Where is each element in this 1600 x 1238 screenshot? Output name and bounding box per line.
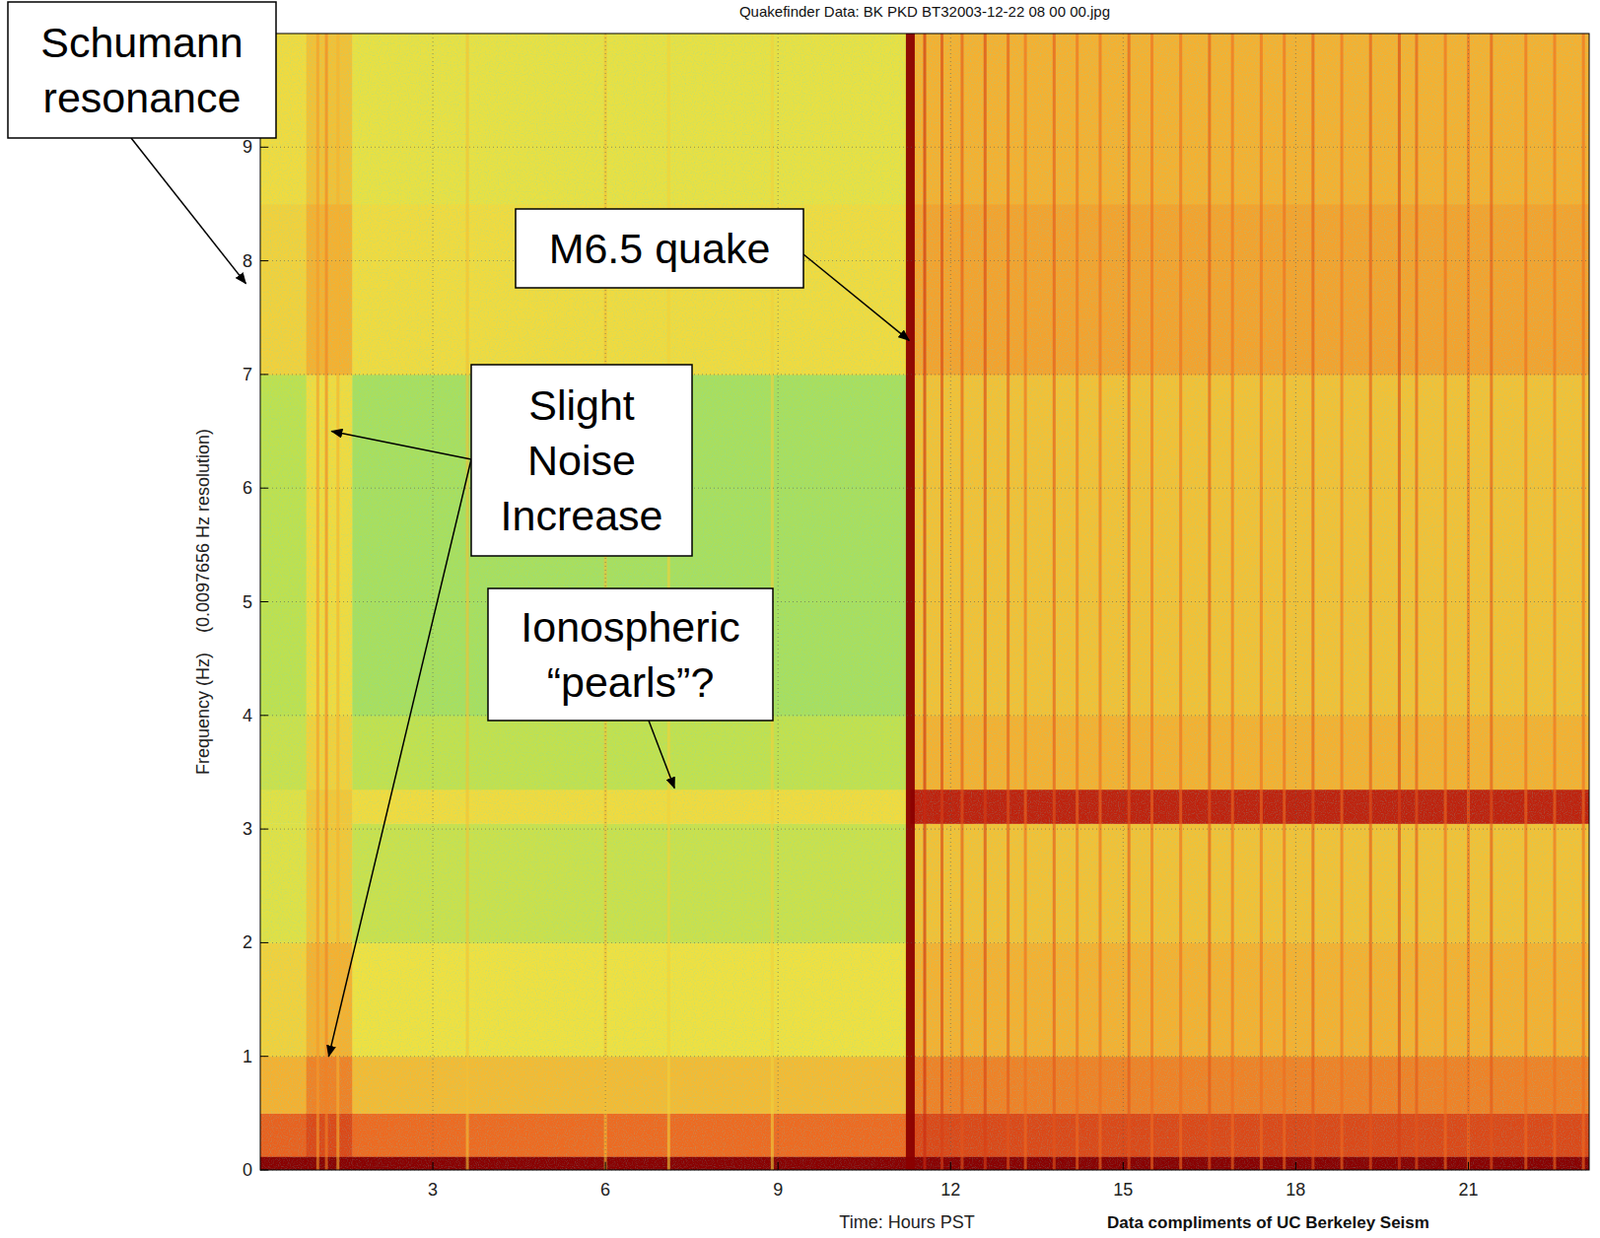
grid-line xyxy=(432,33,434,1171)
grid-line xyxy=(260,146,1590,148)
x-tick xyxy=(1122,1162,1124,1171)
x-tick-label: 6 xyxy=(600,1180,611,1200)
grid-line xyxy=(260,942,1590,944)
annotation-text: M6.5 quake xyxy=(549,224,771,273)
grid-line xyxy=(1122,33,1124,1171)
x-tick-label: 21 xyxy=(1458,1180,1478,1200)
axes: 369121518210123456789 xyxy=(242,137,1478,1200)
streak xyxy=(1207,33,1211,1171)
y-tick xyxy=(260,1055,269,1057)
annotation-text: Increase xyxy=(500,491,664,540)
annotation-text: Slight xyxy=(528,381,635,429)
y-tick xyxy=(260,260,269,262)
grid-line xyxy=(260,829,1590,831)
y-tick xyxy=(260,1170,269,1172)
y-axis-title: Frequency (Hz) (0.0097656 Hz resolution) xyxy=(193,428,213,775)
y-tick xyxy=(260,714,269,716)
y-tick xyxy=(260,601,269,603)
x-tick xyxy=(1467,1162,1469,1171)
y-tick xyxy=(260,829,269,831)
annotation-text: resonance xyxy=(43,73,242,122)
annotation-text: Noise xyxy=(527,436,636,485)
streak xyxy=(1582,33,1586,1171)
x-tick-label: 3 xyxy=(427,1180,438,1200)
grid-line xyxy=(260,1055,1590,1057)
annotation-box xyxy=(471,364,693,557)
x-tick xyxy=(777,1162,779,1171)
y-tick-label: 4 xyxy=(242,705,253,726)
annotation-box xyxy=(7,1,277,139)
grid-line xyxy=(1295,33,1297,1171)
y-tick-label: 1 xyxy=(242,1046,253,1067)
grid-line xyxy=(260,373,1590,375)
x-tick xyxy=(605,1162,607,1171)
y-tick xyxy=(260,373,269,375)
y-tick-label: 6 xyxy=(242,478,253,498)
annotation-box xyxy=(487,588,773,721)
y-tick-label: 5 xyxy=(242,592,253,613)
credit: Data compliments of UC Berkeley Seism xyxy=(1107,1213,1430,1233)
title: Quakefinder Data: BK PKD BT32003-12-22 0… xyxy=(739,2,1111,20)
chart: Quakefinder Data: BK PKD BT32003-12-22 0… xyxy=(0,0,1600,1238)
y-tick-label: 0 xyxy=(242,1160,253,1181)
streak xyxy=(466,33,470,1171)
grid-line xyxy=(260,601,1590,603)
y-tick-label: 3 xyxy=(242,819,253,839)
x-tick xyxy=(432,1162,434,1171)
x-tick xyxy=(950,1162,952,1171)
noise-texture xyxy=(260,33,1590,1171)
annotations: Schumann resonance M6.5 quake Slight Noise In… xyxy=(7,1,909,1057)
y-tick xyxy=(260,146,269,148)
plot-frame xyxy=(260,33,1590,1171)
grid-line xyxy=(260,260,1590,262)
x-tick-label: 9 xyxy=(772,1180,783,1200)
y-tick xyxy=(260,942,269,944)
annotation-arrow xyxy=(331,431,472,460)
x-axis-title: Time: Hours PST xyxy=(838,1212,974,1233)
grid-line xyxy=(1467,33,1469,1171)
streak xyxy=(316,33,320,1171)
x-tick xyxy=(1295,1162,1297,1171)
y-tick-label: 2 xyxy=(242,932,253,953)
streak xyxy=(336,33,340,1171)
streak xyxy=(1444,33,1448,1171)
streak xyxy=(1006,33,1010,1171)
annotation-text: Ionospheric xyxy=(520,603,740,651)
x-tick-label: 12 xyxy=(940,1180,961,1200)
grid-line xyxy=(260,487,1590,489)
streak xyxy=(1282,33,1286,1171)
streak xyxy=(1098,33,1102,1171)
annotation-box xyxy=(515,208,804,288)
annotation-text: “pearls”? xyxy=(547,658,715,706)
streak xyxy=(1231,33,1235,1171)
streak xyxy=(1369,33,1373,1171)
annotation-arrow xyxy=(131,138,246,284)
y-tick-label: 8 xyxy=(242,251,253,272)
annotation-arrow xyxy=(803,254,909,341)
x-tick-label: 18 xyxy=(1285,1180,1306,1200)
grid xyxy=(260,33,1590,1171)
annotation-arrow xyxy=(648,720,675,789)
y-tick-label: 7 xyxy=(242,364,253,385)
x-tick-label: 15 xyxy=(1113,1180,1133,1200)
annotation-text: Schumann xyxy=(40,18,244,67)
annotation-arrow xyxy=(328,459,472,1057)
y-tick-label: 9 xyxy=(242,137,253,157)
y-tick xyxy=(260,487,269,489)
plot-area xyxy=(260,33,1590,1171)
grid-line xyxy=(260,714,1590,716)
